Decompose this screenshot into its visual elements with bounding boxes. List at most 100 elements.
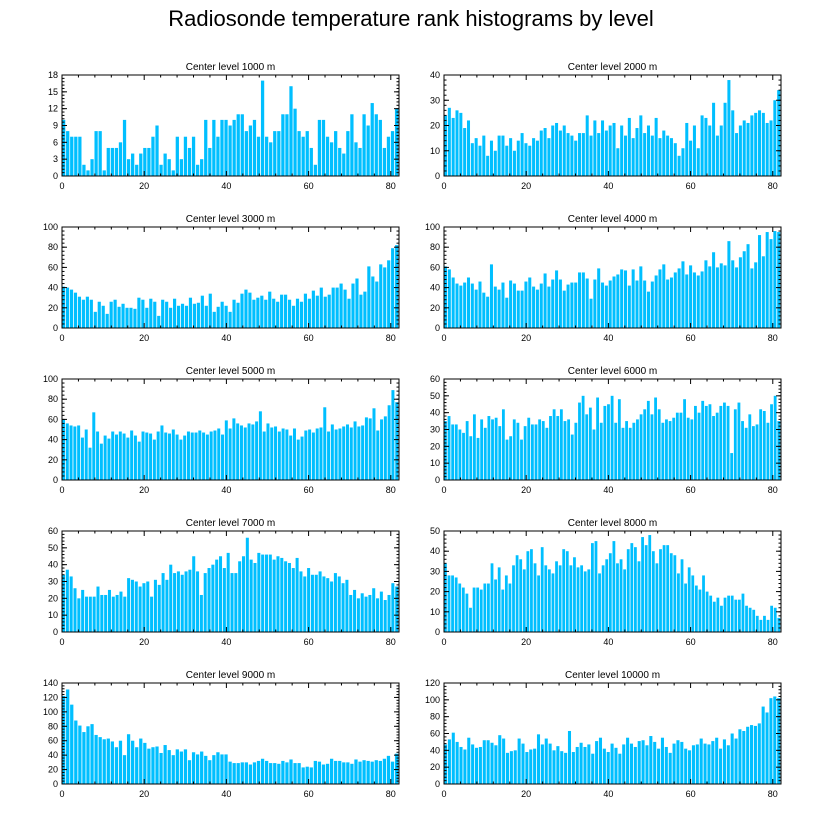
bar — [74, 720, 78, 784]
bar — [608, 280, 612, 328]
bar — [544, 738, 548, 784]
bar — [658, 269, 662, 328]
y-tick-label: 140 — [43, 678, 58, 688]
bar — [167, 750, 171, 784]
bar — [329, 142, 334, 176]
bar — [765, 122, 769, 176]
y-tick-label: 0 — [53, 475, 58, 485]
bar — [761, 706, 765, 784]
bar — [66, 689, 70, 784]
bar — [244, 762, 248, 784]
y-tick-label: 20 — [48, 455, 58, 465]
bar — [395, 586, 399, 632]
bar — [569, 565, 573, 632]
bar — [167, 159, 171, 176]
bar — [673, 555, 677, 632]
bar — [350, 114, 354, 176]
bar — [657, 409, 661, 480]
bar — [704, 260, 708, 328]
bar — [118, 431, 122, 480]
y-tick-label: 20 — [48, 765, 58, 775]
bar — [643, 133, 647, 176]
bar — [386, 755, 391, 784]
bar — [741, 421, 744, 480]
x-tick-label: 60 — [686, 333, 696, 343]
bar — [232, 119, 236, 176]
bar — [276, 556, 280, 632]
bar — [715, 412, 719, 480]
bar — [180, 303, 185, 328]
bar — [370, 103, 374, 176]
bar — [469, 607, 472, 632]
y-tick-label: 30 — [48, 577, 58, 587]
bar — [777, 698, 781, 784]
bar — [612, 276, 616, 328]
bar — [299, 301, 304, 328]
bar — [232, 763, 236, 784]
bar — [455, 110, 459, 176]
bar — [532, 286, 536, 328]
y-tick-label: 40 — [430, 283, 440, 293]
y-tick-label: 10 — [430, 146, 440, 156]
bar — [705, 591, 709, 632]
bar — [175, 434, 179, 480]
bar — [161, 573, 165, 632]
bar — [761, 256, 765, 328]
bar — [524, 281, 528, 328]
bar — [679, 412, 683, 480]
bar — [512, 283, 516, 328]
bar — [215, 559, 219, 632]
bar — [69, 425, 73, 480]
bar — [712, 601, 716, 632]
bar — [314, 574, 318, 632]
bar — [520, 290, 524, 328]
bar — [149, 433, 153, 480]
bar — [353, 421, 357, 480]
bar — [183, 749, 188, 784]
bar — [366, 125, 370, 176]
bar — [156, 431, 160, 480]
bar — [187, 147, 192, 176]
bar — [549, 416, 552, 480]
bar — [676, 740, 680, 784]
bar — [256, 297, 260, 328]
bar — [696, 275, 700, 328]
bar — [497, 135, 501, 176]
bar — [232, 299, 236, 328]
bar — [391, 390, 395, 480]
bar — [689, 265, 693, 328]
bar — [444, 421, 447, 480]
bar — [179, 159, 184, 176]
bar — [695, 744, 699, 784]
bar — [244, 131, 248, 176]
bar — [681, 148, 685, 176]
bar — [537, 575, 540, 632]
bar — [463, 128, 467, 176]
panel-8: Center level 8000 m 0 20 40 60 80 0 10 20 30 40 50 — [430, 518, 782, 647]
bar — [723, 597, 727, 632]
bar — [482, 740, 486, 784]
bar — [745, 605, 748, 632]
x-tick-label: 80 — [768, 485, 778, 495]
bar — [483, 427, 487, 480]
bar — [362, 760, 366, 784]
bar — [558, 565, 562, 632]
bar — [459, 285, 463, 328]
bar — [687, 567, 691, 632]
bar — [454, 424, 458, 480]
bar — [604, 285, 608, 328]
bar — [497, 567, 501, 632]
bar — [644, 545, 648, 632]
bar — [524, 143, 528, 177]
bar — [669, 277, 673, 328]
bar — [616, 274, 620, 328]
panel-title: Center level 6000 m — [568, 366, 658, 377]
bar — [357, 426, 361, 480]
y-tick-label: 40 — [430, 745, 440, 755]
bar — [109, 301, 113, 328]
bar — [85, 296, 89, 328]
bar — [560, 751, 564, 784]
bar — [639, 266, 643, 328]
bar — [694, 405, 697, 480]
bar — [684, 583, 687, 632]
